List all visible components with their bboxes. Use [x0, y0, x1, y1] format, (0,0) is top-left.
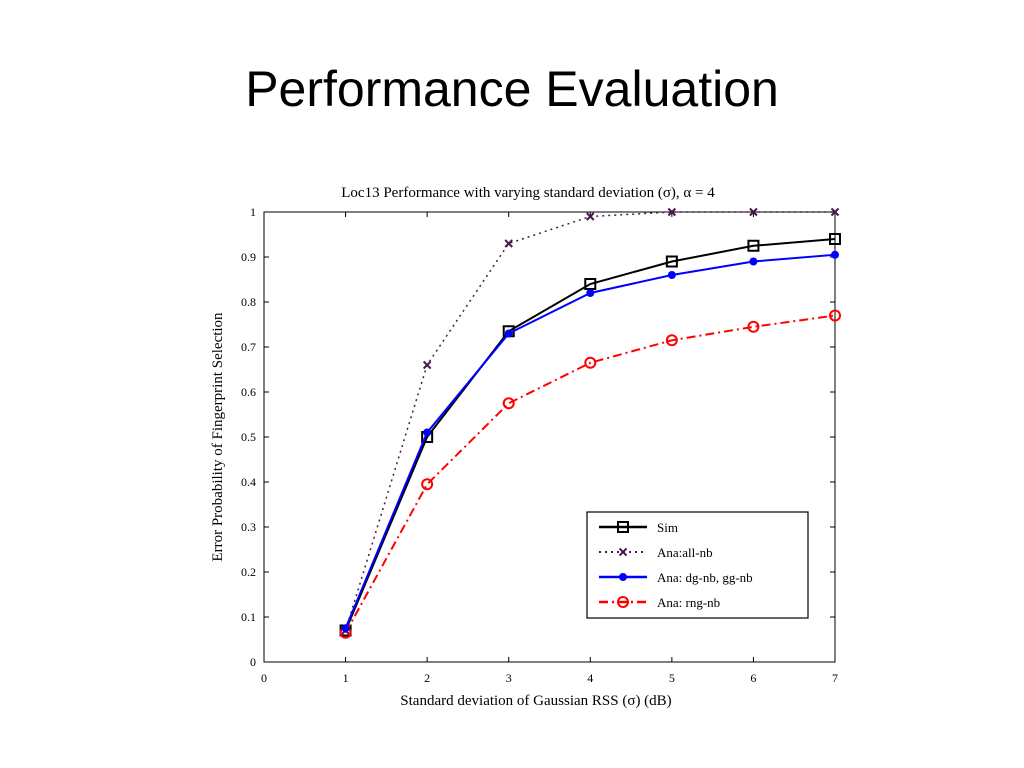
data-point	[584, 356, 597, 369]
legend-marker	[618, 547, 628, 557]
x-tick-label: 0	[261, 671, 267, 685]
y-tick-label: 0.2	[241, 565, 256, 579]
series-line	[344, 314, 836, 634]
y-tick-label: 1	[250, 205, 256, 219]
legend-item: Sim	[599, 520, 678, 535]
x-tick-label: 5	[669, 671, 675, 685]
y-tick-label: 0.7	[241, 340, 256, 354]
x-tick-label: 6	[750, 671, 756, 685]
data-point	[665, 334, 678, 347]
y-axis-label: Error Probability of Fingerprint Selecti…	[210, 312, 226, 562]
data-point	[502, 397, 515, 410]
y-tick-label: 0	[250, 655, 256, 669]
legend-label: Ana:all-nb	[657, 545, 713, 560]
data-point	[829, 309, 841, 322]
legend-marker	[619, 573, 627, 581]
legend-marker	[617, 596, 629, 608]
data-point	[504, 329, 513, 338]
data-point	[422, 360, 432, 370]
data-point	[421, 478, 434, 491]
data-point	[747, 239, 760, 252]
data-point	[830, 207, 840, 217]
legend: Sim Ana:all-nb Ana: dg-nb, gg-nb Ana: rng-n…	[586, 511, 809, 619]
data-point	[667, 271, 676, 279]
y-tick-label: 0.5	[241, 430, 256, 444]
data-point	[667, 207, 677, 217]
y-tick-label: 0.3	[241, 520, 256, 534]
x-tick-label: 2	[424, 671, 430, 685]
x-axis-label: Standard deviation of Gaussian RSS (σ) (…	[400, 693, 671, 709]
series-1	[341, 207, 840, 635]
data-point	[829, 233, 841, 245]
x-tick-label: 4	[587, 671, 593, 685]
data-point	[586, 212, 595, 221]
data-point	[586, 289, 595, 297]
legend-label: Sim	[657, 520, 678, 535]
axis-ticks: 0 1 2 3 4 5 6 7 0 0.1 0.2 0.3 0.4 0.5 0.6 0.7 0.8 0.9 1	[241, 205, 838, 685]
data-point	[423, 428, 432, 437]
y-tick-label: 0.9	[241, 250, 256, 264]
data-point	[747, 320, 760, 333]
legend-label: Ana: rng-nb	[657, 595, 720, 610]
series-layer	[339, 207, 841, 639]
legend-marker	[617, 521, 629, 533]
y-tick-label: 0.8	[241, 295, 256, 309]
chart-title: Loc13 Performance with varying standard …	[341, 185, 715, 201]
data-point	[341, 624, 350, 633]
x-tick-label: 7	[832, 671, 838, 685]
y-tick-label: 0.4	[241, 475, 256, 489]
data-point	[749, 207, 758, 217]
x-tick-label: 3	[506, 671, 512, 685]
legend-item: Ana: rng-nb	[599, 595, 720, 610]
data-point	[749, 257, 758, 266]
series-2	[341, 250, 839, 633]
data-point	[665, 255, 678, 268]
slide-title: Performance Evaluation	[245, 61, 779, 117]
y-tick-label: 0.6	[241, 385, 256, 399]
series-line	[344, 238, 836, 631]
x-tick-label: 1	[343, 671, 349, 685]
series-3	[339, 309, 841, 639]
data-point	[831, 250, 839, 259]
y-tick-label: 0.1	[241, 610, 256, 624]
legend-box	[586, 511, 809, 619]
legend-item: Ana: dg-nb, gg-nb	[599, 570, 753, 585]
data-point	[504, 239, 513, 248]
legend-label: Ana: dg-nb, gg-nb	[657, 570, 753, 585]
legend-item: Ana:all-nb	[599, 545, 713, 560]
